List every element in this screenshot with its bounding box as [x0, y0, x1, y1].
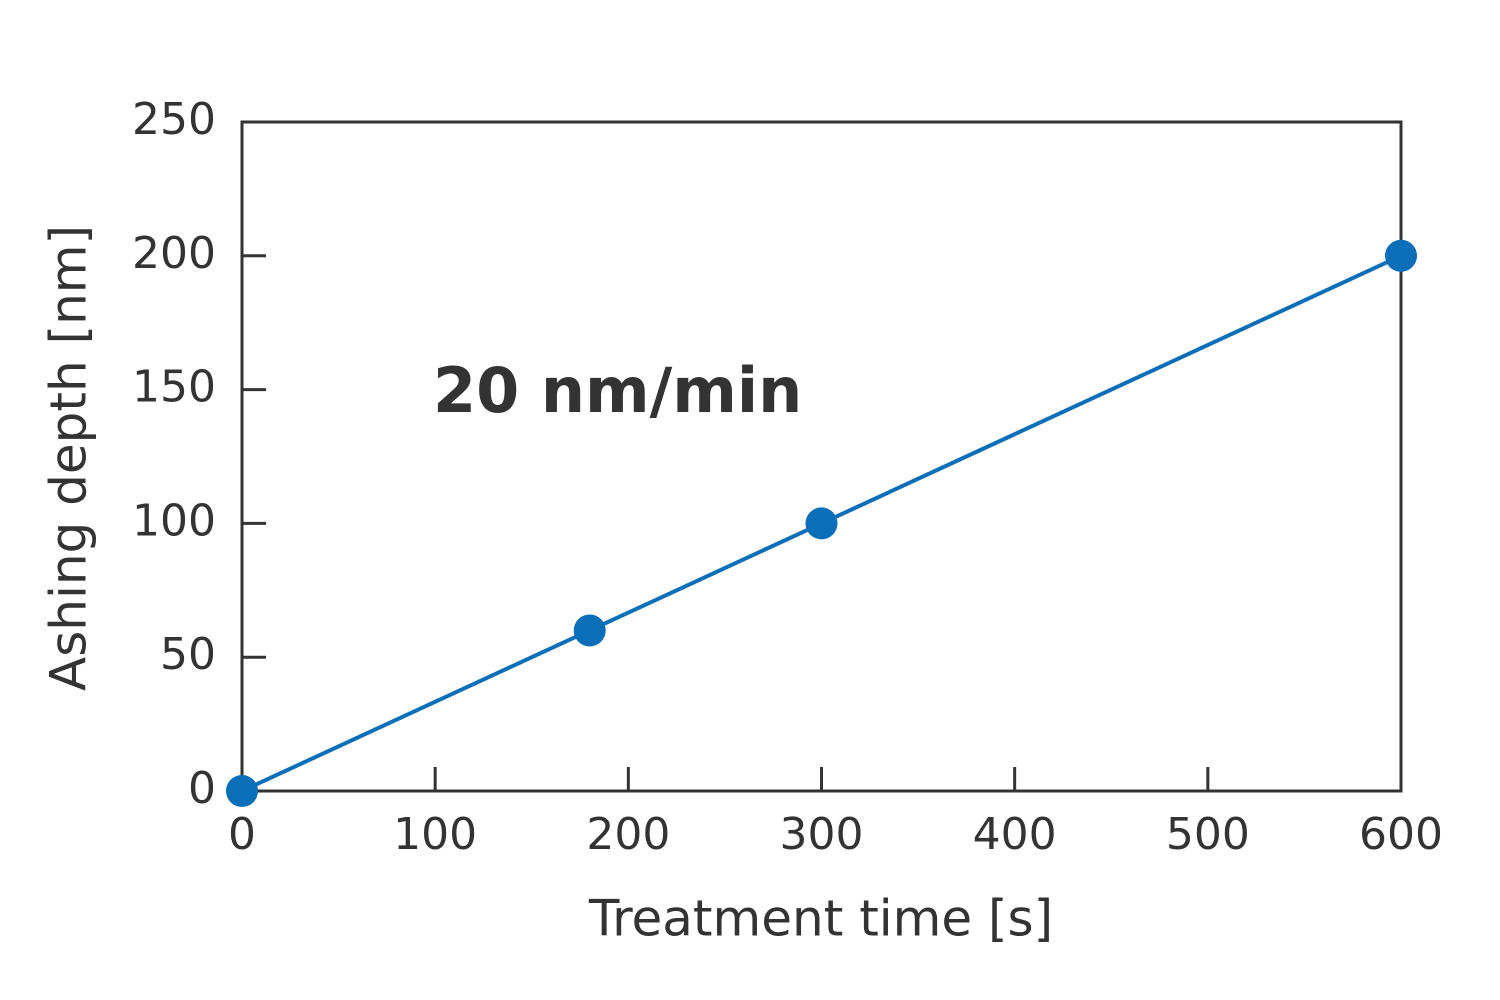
y-tick-label: 50: [160, 629, 216, 680]
y-tick-label: 0: [188, 763, 216, 814]
plot-frame: [240, 120, 1403, 793]
x-tick-label: 500: [1166, 809, 1250, 860]
data-point: [1385, 239, 1417, 272]
y-tick-label: 250: [132, 94, 216, 145]
x-tick-label: 200: [586, 809, 670, 860]
y-tick-label: 200: [132, 228, 216, 279]
y-axis-title: Ashing depth [nm]: [40, 225, 98, 691]
data-point: [573, 614, 606, 647]
data-point: [805, 507, 838, 540]
x-axis-title: Treatment time [s]: [588, 890, 1053, 948]
x-tick-label: 400: [973, 809, 1057, 860]
x-tick-label: 300: [780, 809, 864, 860]
x-tick-label: 600: [1359, 809, 1443, 860]
annotation: 20 nm/min: [433, 354, 802, 427]
data-point: [226, 775, 258, 807]
y-tick-label: 150: [132, 362, 216, 413]
x-tick-label: 0: [228, 809, 256, 860]
x-tick-label: 100: [393, 809, 477, 860]
y-tick-label: 100: [132, 495, 216, 546]
data-line: [241, 253, 1402, 793]
